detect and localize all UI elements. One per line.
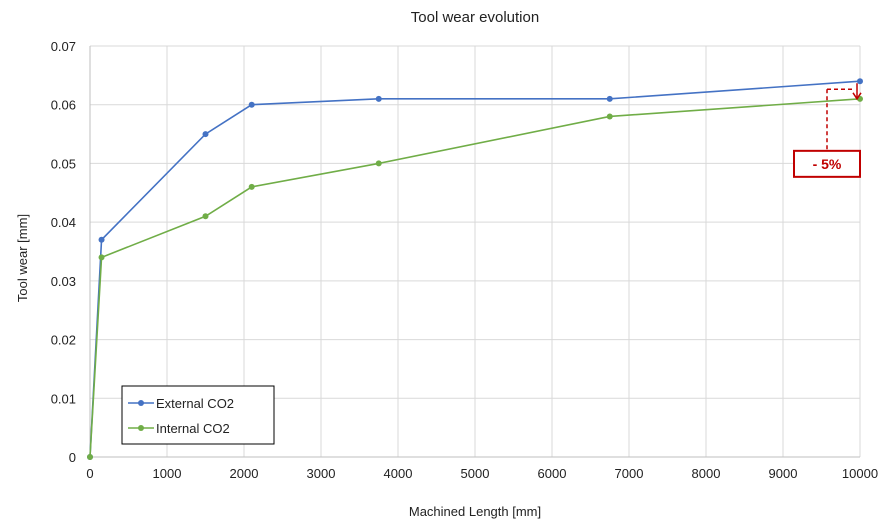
y-tick-label: 0.06: [51, 98, 76, 113]
data-point: [202, 213, 209, 220]
x-tick-label: 3000: [307, 466, 336, 481]
series-1: [87, 78, 863, 460]
y-tick-label: 0.02: [51, 333, 76, 348]
x-axis-label: Machined Length [mm]: [409, 504, 541, 519]
data-point: [202, 131, 209, 138]
data-point: [98, 236, 105, 243]
x-tick-label: 4000: [384, 466, 413, 481]
series-layer: [87, 78, 863, 460]
y-tick-label: 0.05: [51, 156, 76, 171]
data-point: [606, 113, 613, 120]
legend: External CO2 Internal CO2: [121, 385, 275, 445]
legend-swatch-marker: [138, 400, 144, 406]
x-tick-label: 8000: [692, 466, 721, 481]
y-tick-label: 0.07: [51, 39, 76, 54]
x-tick-label: 1000: [153, 466, 182, 481]
chart-title: Tool wear evolution: [411, 9, 539, 26]
legend-label: External CO2: [156, 396, 234, 411]
axes: [89, 46, 860, 458]
annotation-box: [793, 149, 861, 178]
data-point: [98, 254, 105, 261]
data-point: [248, 101, 255, 108]
x-tick-labels: 0 1000 2000 3000 4000 5000 6000 7000 8000 9000 100…: [86, 466, 878, 481]
y-tick-label: 0.03: [51, 274, 76, 289]
data-point: [87, 454, 93, 460]
legend-box: [121, 385, 275, 445]
annotation-arrow-head: [852, 92, 862, 101]
x-tick-label: 10000: [842, 466, 878, 481]
data-point: [375, 160, 382, 167]
data-point: [857, 78, 863, 85]
y-tick-labels: 0 0.01 0.02 0.03 0.04 0.05 0.06 0.07: [51, 39, 76, 465]
data-point: [248, 183, 255, 190]
data-point: [375, 95, 382, 102]
series-2: [87, 95, 863, 460]
y-tick-label: 0.04: [51, 215, 76, 230]
data-point: [606, 95, 613, 102]
legend-swatch-marker: [138, 425, 144, 431]
x-tick-label: 7000: [615, 466, 644, 481]
x-tick-label: 9000: [769, 466, 798, 481]
x-tick-label: 0: [86, 466, 93, 481]
y-tick-label: 0.01: [51, 391, 76, 406]
y-axis-label: Tool wear [mm]: [15, 214, 30, 302]
x-tick-label: 2000: [230, 466, 259, 481]
x-tick-label: 5000: [461, 466, 490, 481]
x-tick-label: 6000: [538, 466, 567, 481]
annotation: - 5%: [793, 83, 862, 178]
legend-label: Internal CO2: [156, 421, 230, 436]
y-tick-label: 0: [69, 450, 76, 465]
annotation-label: - 5%: [813, 156, 842, 172]
